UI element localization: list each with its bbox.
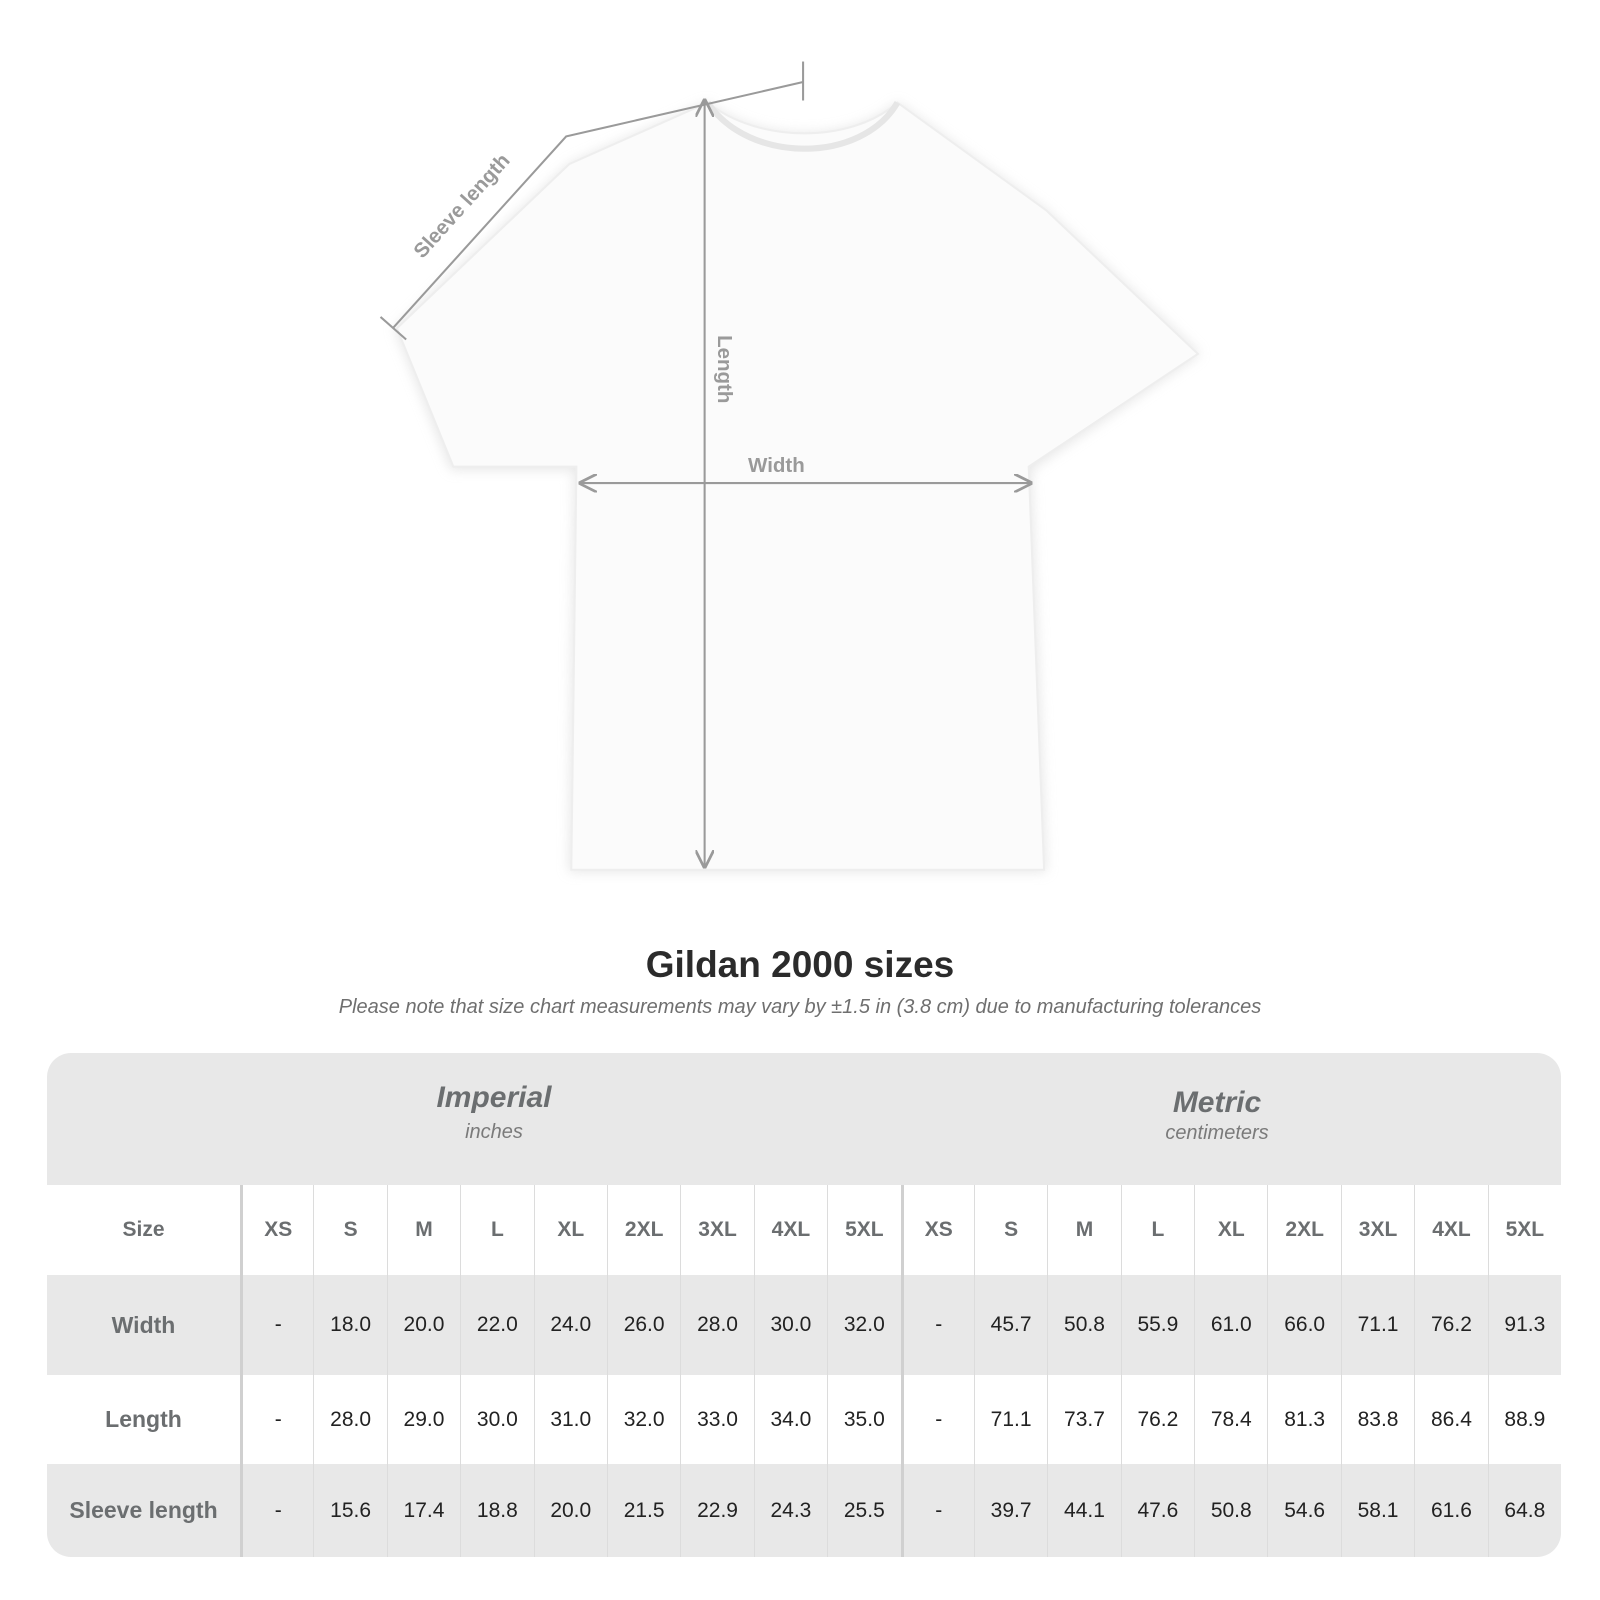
value-cell: - xyxy=(240,1375,313,1464)
size-header-cell: S xyxy=(973,1185,1047,1275)
value-cell: 78.4 xyxy=(1194,1375,1267,1464)
value-cell: 55.9 xyxy=(1120,1275,1194,1375)
length-label: Length xyxy=(713,335,736,403)
size-table: Imperial inches Metric centimeters Size X… xyxy=(47,1053,1561,1557)
value-cell: 31.0 xyxy=(533,1375,607,1464)
size-header-cell: 2XL xyxy=(606,1185,680,1275)
value-cell: 32.0 xyxy=(606,1375,680,1464)
imperial-title: Imperial xyxy=(436,1081,552,1114)
row-label: Width xyxy=(111,1311,176,1338)
value-cell: 50.8 xyxy=(1194,1464,1267,1557)
table-row: Sleeve length -15.6 17.4 18.8 20.0 21.5 22.9 24… xyxy=(47,1464,1561,1557)
value-cell: 61.6 xyxy=(1414,1464,1487,1557)
value-cell: 50.8 xyxy=(1047,1275,1120,1375)
size-header-cell: 4XL xyxy=(1414,1185,1487,1275)
value-cell: 47.6 xyxy=(1120,1464,1194,1557)
page-title: Gildan 2000 sizes xyxy=(645,944,955,985)
metric-header: Metric centimeters xyxy=(1017,1086,1417,1145)
value-cell: 66.0 xyxy=(1267,1275,1340,1375)
value-cell: 28.0 xyxy=(313,1375,386,1464)
value-cell: 76.2 xyxy=(1414,1275,1487,1375)
metric-title: Metric xyxy=(1172,1086,1262,1119)
value-cell: 61.0 xyxy=(1194,1275,1267,1375)
imperial-header: Imperial inches xyxy=(294,1081,694,1144)
size-header-cell: XS xyxy=(900,1185,974,1275)
sleeve-tick-bottom xyxy=(379,316,407,341)
table-header: Imperial inches Metric centimeters xyxy=(47,1053,1561,1185)
value-cell: 58.1 xyxy=(1340,1464,1414,1557)
size-header-cell: M xyxy=(1047,1185,1120,1275)
size-header-cell: XS xyxy=(240,1185,313,1275)
value-cell: 83.8 xyxy=(1340,1375,1414,1464)
value-cell: 81.3 xyxy=(1267,1375,1340,1464)
tshirt-collar xyxy=(705,100,901,152)
value-cell: 20.0 xyxy=(386,1275,460,1375)
value-cell: 30.0 xyxy=(753,1275,827,1375)
value-cell: 20.0 xyxy=(533,1464,607,1557)
value-cell: - xyxy=(900,1464,974,1557)
value-cell: 25.5 xyxy=(827,1464,900,1557)
tolerance-note: Please note that size chart measurements… xyxy=(338,996,1262,1018)
size-header-row: Size XS S M L XL 2XL 3XL 4XL 5XL XS S M L XL 2XL 3XL 4XL 5… xyxy=(47,1185,1561,1275)
value-cell: 34.0 xyxy=(753,1375,827,1464)
value-cell: 29.0 xyxy=(386,1375,460,1464)
value-cell: 39.7 xyxy=(973,1464,1047,1557)
size-header-cell: M xyxy=(386,1185,460,1275)
value-cell: 33.0 xyxy=(680,1375,753,1464)
width-label: Width xyxy=(748,454,805,477)
value-cell: 22.0 xyxy=(460,1275,533,1375)
value-cell: 22.9 xyxy=(680,1464,753,1557)
sleeve-length-line xyxy=(392,81,804,329)
value-cell: 21.5 xyxy=(606,1464,680,1557)
value-cell: 44.1 xyxy=(1047,1464,1120,1557)
row-label: Size xyxy=(122,1218,165,1241)
metric-unit: centimeters xyxy=(1165,1122,1269,1144)
table-row: Length -28.0 29.0 30.0 31.0 32.0 33.0 34.0 35.0-… xyxy=(47,1375,1561,1464)
value-cell: 28.0 xyxy=(680,1275,753,1375)
size-header-cell: XL xyxy=(533,1185,607,1275)
value-cell: 18.8 xyxy=(460,1464,533,1557)
value-cell: - xyxy=(900,1375,974,1464)
value-cell: 76.2 xyxy=(1120,1375,1194,1464)
size-header-cell: XL xyxy=(1194,1185,1267,1275)
value-cell: 64.8 xyxy=(1487,1464,1561,1557)
value-cell: 86.4 xyxy=(1414,1375,1487,1464)
size-header-cell: 4XL xyxy=(753,1185,827,1275)
value-cell: 26.0 xyxy=(606,1275,680,1375)
value-cell: 18.0 xyxy=(313,1275,386,1375)
value-cell: 71.1 xyxy=(973,1375,1047,1464)
value-cell: 17.4 xyxy=(386,1464,460,1557)
row-label: Sleeve length xyxy=(69,1497,218,1523)
value-cell: - xyxy=(240,1464,313,1557)
value-cell: 88.9 xyxy=(1487,1375,1561,1464)
row-label: Length xyxy=(105,1406,182,1432)
value-cell: - xyxy=(900,1275,974,1375)
size-header-cell: L xyxy=(1120,1185,1194,1275)
size-header-cell: 2XL xyxy=(1267,1185,1340,1275)
value-cell: 71.1 xyxy=(1340,1275,1414,1375)
value-cell: 35.0 xyxy=(827,1375,900,1464)
value-cell: 91.3 xyxy=(1487,1275,1561,1375)
value-cell: 30.0 xyxy=(460,1375,533,1464)
size-header-cell: 3XL xyxy=(1340,1185,1414,1275)
value-cell: 54.6 xyxy=(1267,1464,1340,1557)
value-cell: 73.7 xyxy=(1047,1375,1120,1464)
value-cell: 45.7 xyxy=(973,1275,1047,1375)
table-row: Width -18.0 20.0 22.0 24.0 26.0 28.0 30.0 32.0-4… xyxy=(47,1275,1561,1375)
size-header-cell: L xyxy=(460,1185,533,1275)
tshirt-shape xyxy=(395,101,1200,871)
size-header-cell: 3XL xyxy=(680,1185,753,1275)
imperial-unit: inches xyxy=(465,1121,523,1143)
size-header-cell: 5XL xyxy=(827,1185,900,1275)
size-header-cell: S xyxy=(313,1185,386,1275)
value-cell: 32.0 xyxy=(827,1275,900,1375)
value-cell: 24.3 xyxy=(753,1464,827,1557)
value-cell: 24.0 xyxy=(533,1275,607,1375)
value-cell: 15.6 xyxy=(313,1464,386,1557)
value-cell: - xyxy=(240,1275,313,1375)
size-header-cell: 5XL xyxy=(1487,1185,1561,1275)
